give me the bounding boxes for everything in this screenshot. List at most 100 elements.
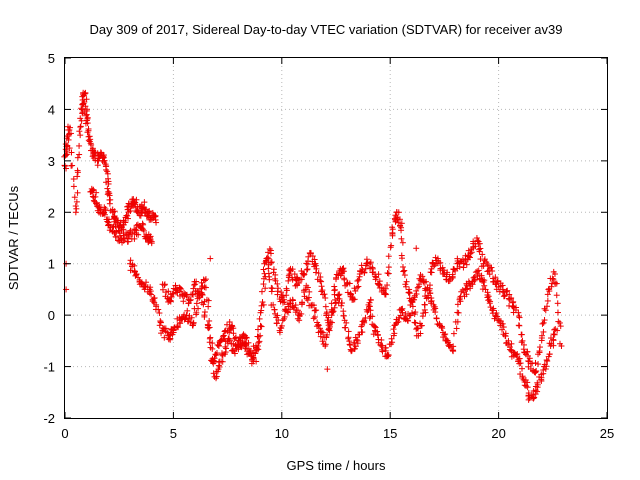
data-point xyxy=(295,280,302,287)
data-point xyxy=(514,350,521,357)
data-point xyxy=(419,273,426,280)
data-point xyxy=(205,303,212,310)
data-point xyxy=(139,220,146,227)
data-point xyxy=(462,252,469,259)
data-point xyxy=(532,359,539,366)
data-point xyxy=(544,297,551,304)
data-point xyxy=(177,320,184,327)
data-point xyxy=(309,253,316,260)
data-point xyxy=(260,266,267,273)
data-point xyxy=(338,302,345,309)
data-point xyxy=(500,324,507,331)
data-point xyxy=(227,326,234,333)
data-point xyxy=(372,276,379,283)
y-tick-label: -2 xyxy=(43,411,55,426)
data-point xyxy=(260,301,267,308)
data-point xyxy=(554,300,561,307)
data-point xyxy=(153,303,160,310)
data-point xyxy=(266,273,273,280)
data-point xyxy=(259,299,266,306)
data-point xyxy=(115,237,122,244)
data-point xyxy=(442,331,449,338)
data-point xyxy=(74,154,81,161)
data-point xyxy=(178,285,185,292)
data-point xyxy=(524,384,531,391)
data-point xyxy=(217,338,224,345)
data-point xyxy=(484,289,491,296)
data-point xyxy=(324,331,331,338)
data-point xyxy=(252,350,259,357)
data-point xyxy=(72,203,79,210)
data-point xyxy=(382,347,389,354)
data-point xyxy=(148,240,155,247)
data-point xyxy=(161,281,168,288)
data-point xyxy=(432,305,439,312)
data-point xyxy=(419,313,426,320)
data-point xyxy=(256,315,263,322)
data-point xyxy=(64,133,71,140)
data-point xyxy=(446,341,453,348)
data-point xyxy=(340,308,347,315)
data-point xyxy=(433,315,440,322)
data-point xyxy=(421,301,428,308)
data-point xyxy=(331,283,338,290)
data-point xyxy=(385,352,392,359)
data-point xyxy=(355,276,362,283)
data-point xyxy=(464,285,471,292)
data-point xyxy=(230,330,237,337)
data-point xyxy=(534,381,541,388)
data-point xyxy=(196,294,203,301)
data-point xyxy=(153,219,160,226)
data-point xyxy=(76,142,83,149)
data-point xyxy=(172,286,179,293)
data-point xyxy=(508,295,515,302)
data-point xyxy=(441,331,448,338)
data-point xyxy=(125,200,132,207)
data-point xyxy=(283,287,290,294)
data-point xyxy=(366,303,373,310)
data-point xyxy=(401,267,408,274)
data-point xyxy=(456,263,463,270)
data-point xyxy=(552,280,559,287)
data-point xyxy=(287,306,294,313)
data-point xyxy=(262,285,269,292)
series-track-d xyxy=(159,255,374,382)
data-point xyxy=(205,325,212,332)
series-track-e xyxy=(337,209,565,376)
data-point xyxy=(157,319,164,326)
data-point xyxy=(210,370,217,377)
data-point xyxy=(450,330,457,337)
data-point xyxy=(494,277,501,284)
data-point xyxy=(553,292,560,299)
data-point xyxy=(295,312,302,319)
data-point xyxy=(231,350,238,357)
data-point xyxy=(319,338,326,345)
data-point xyxy=(90,187,97,194)
data-point xyxy=(430,306,437,313)
data-point xyxy=(201,313,208,320)
data-point xyxy=(201,298,208,305)
data-point xyxy=(481,282,488,289)
data-point xyxy=(83,96,90,103)
data-point xyxy=(156,322,163,329)
data-point xyxy=(403,283,410,290)
data-point xyxy=(517,360,524,367)
data-point xyxy=(220,333,227,340)
data-point xyxy=(127,257,134,264)
data-point xyxy=(202,284,209,291)
data-point xyxy=(542,307,549,314)
data-point xyxy=(550,337,557,344)
data-point xyxy=(529,395,536,402)
data-point xyxy=(238,335,245,342)
data-point xyxy=(186,315,193,322)
data-point xyxy=(416,281,423,288)
data-point xyxy=(107,196,114,203)
data-point xyxy=(263,255,270,262)
data-point xyxy=(532,368,539,375)
data-point xyxy=(113,234,120,241)
data-point xyxy=(167,336,174,343)
data-point xyxy=(212,351,219,358)
data-point xyxy=(68,149,75,156)
data-point xyxy=(274,280,281,287)
data-point xyxy=(352,287,359,294)
